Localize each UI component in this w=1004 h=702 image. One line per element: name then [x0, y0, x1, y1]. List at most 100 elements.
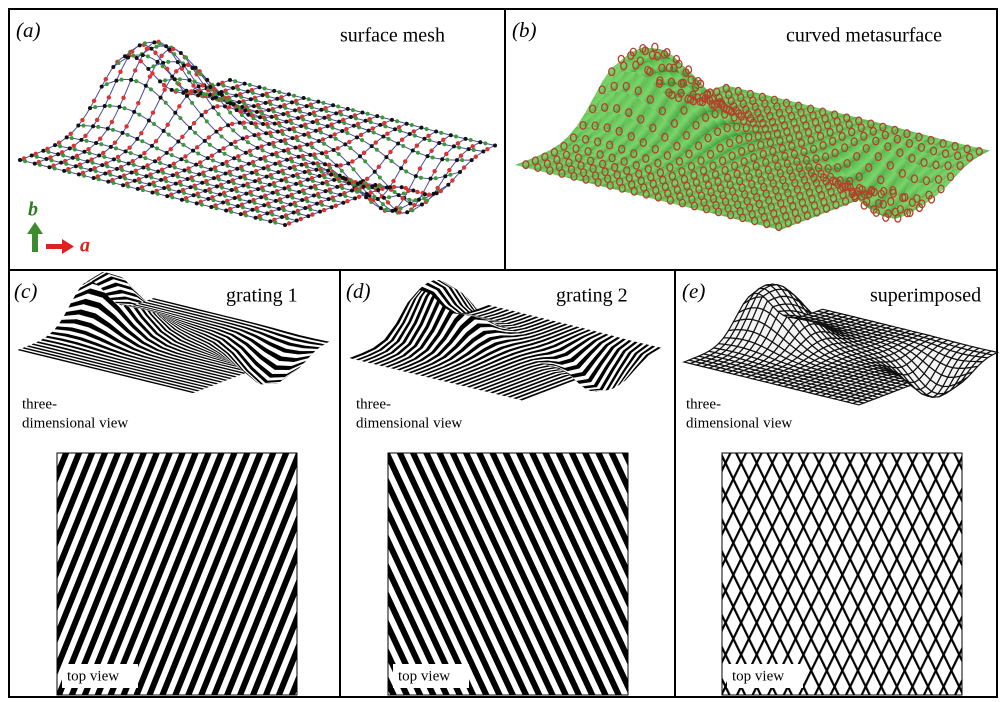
view-label: top view: [398, 668, 450, 684]
mesh-arrow-b: [393, 190, 397, 194]
mesh-node: [314, 129, 318, 133]
mesh-node: [373, 183, 377, 187]
mesh-arrow-a: [397, 210, 401, 214]
mesh-arrow-b: [258, 180, 262, 184]
mesh-arrow-b: [425, 127, 429, 131]
mesh-node: [179, 51, 183, 55]
mesh-arrow-b: [38, 163, 42, 167]
mesh-node: [162, 186, 166, 190]
mesh-node: [97, 153, 101, 157]
mesh-arrow-b: [291, 196, 295, 200]
mesh-node: [405, 210, 409, 214]
mesh-arrow-a: [362, 151, 366, 155]
mesh-arrow-b: [296, 138, 300, 142]
mesh-arrow-b: [221, 84, 225, 88]
mesh-arrow-a: [459, 153, 463, 157]
mesh-node: [168, 164, 172, 168]
mesh-arrow-a: [335, 146, 339, 150]
mesh-arrow-a: [485, 147, 489, 151]
mesh-arrow-a: [113, 141, 117, 145]
mesh-arrow-b: [217, 177, 221, 181]
mesh-arrow-b: [229, 210, 233, 214]
mesh-node: [375, 114, 379, 118]
view-label: three-: [22, 396, 57, 412]
mesh-arrow-b: [170, 153, 174, 157]
mesh-node: [286, 194, 290, 198]
mesh-arrow-b: [111, 181, 115, 185]
mesh-arrow-b: [164, 101, 168, 105]
mesh-arrow-a: [104, 77, 108, 81]
mesh-node: [170, 75, 174, 79]
mesh-arrow-a: [186, 63, 190, 67]
mesh-node: [232, 156, 236, 160]
mesh-node: [217, 149, 221, 153]
mesh-arrow-b: [267, 205, 271, 209]
mesh-node: [295, 219, 299, 223]
mesh-arrow-a: [397, 125, 401, 129]
mesh-node: [89, 168, 93, 172]
mesh-node: [353, 196, 357, 200]
mesh-node: [92, 176, 96, 180]
mesh-arrow-b: [50, 158, 54, 162]
view-label: dimensional view: [686, 415, 792, 431]
mesh-node: [126, 55, 130, 59]
mesh-arrow-b: [70, 136, 74, 140]
mesh-arrow-b: [264, 159, 268, 163]
mesh-arrow-b: [53, 166, 57, 170]
mesh-node: [103, 104, 107, 108]
mesh-node: [327, 197, 331, 201]
mesh-node: [493, 144, 497, 148]
mesh-arrow-b: [387, 195, 391, 199]
mesh-arrow-a: [165, 67, 169, 71]
mesh-node: [208, 93, 212, 97]
mesh-node: [88, 106, 92, 110]
mesh-node: [376, 188, 380, 192]
mesh-arrow-a: [386, 200, 390, 204]
mesh-node: [209, 167, 213, 171]
mesh-arrow-b: [185, 159, 189, 163]
mesh-arrow-b: [360, 138, 364, 142]
mesh-node: [106, 127, 110, 131]
mesh-arrow-b: [240, 113, 244, 117]
mesh-node: [423, 192, 427, 196]
mesh-arrow-a: [183, 154, 187, 158]
mesh-arrow-a: [359, 133, 363, 137]
surface-patch: [272, 370, 289, 374]
mesh-arrow-b: [220, 134, 224, 138]
mesh-arrow-a: [374, 140, 378, 144]
mesh-node: [130, 171, 134, 175]
mesh-arrow-b: [287, 151, 291, 155]
mesh-arrow-a: [357, 195, 361, 199]
mesh-node: [478, 140, 482, 144]
mesh-arrow-a: [347, 140, 351, 144]
mesh-arrow-a: [174, 69, 178, 73]
mesh-arrow-a: [72, 144, 76, 148]
mesh-node: [390, 118, 394, 122]
view-label: three-: [356, 396, 391, 412]
mesh-arrow-b: [288, 188, 292, 192]
mesh-node: [239, 212, 243, 216]
mesh-line: [64, 49, 274, 171]
mesh-arrow-b: [279, 200, 283, 204]
mesh-arrow-a: [80, 118, 84, 122]
mesh-arrow-b: [297, 212, 301, 216]
mesh-node: [326, 169, 330, 173]
mesh-arrow-b: [243, 126, 247, 130]
mesh-arrow-a: [86, 147, 90, 151]
mesh-node: [115, 167, 119, 171]
mesh-arrow-b: [407, 198, 411, 202]
mesh-node: [303, 206, 307, 210]
mesh-arrow-b: [425, 199, 429, 203]
mesh-arrow-b: [404, 170, 408, 174]
mesh-arrow-b: [223, 194, 227, 198]
mesh-arrow-b: [325, 109, 329, 113]
mesh-arrow-b: [233, 79, 237, 83]
mesh-node: [264, 101, 268, 105]
mesh-arrow-b: [120, 168, 124, 172]
mesh-arrow-b: [73, 148, 77, 152]
mesh-arrow-b: [123, 106, 127, 110]
mesh-arrow-b: [439, 131, 443, 135]
mesh-node: [393, 127, 397, 131]
view-label: three-: [686, 396, 721, 412]
mesh-arrow-b: [310, 105, 314, 109]
